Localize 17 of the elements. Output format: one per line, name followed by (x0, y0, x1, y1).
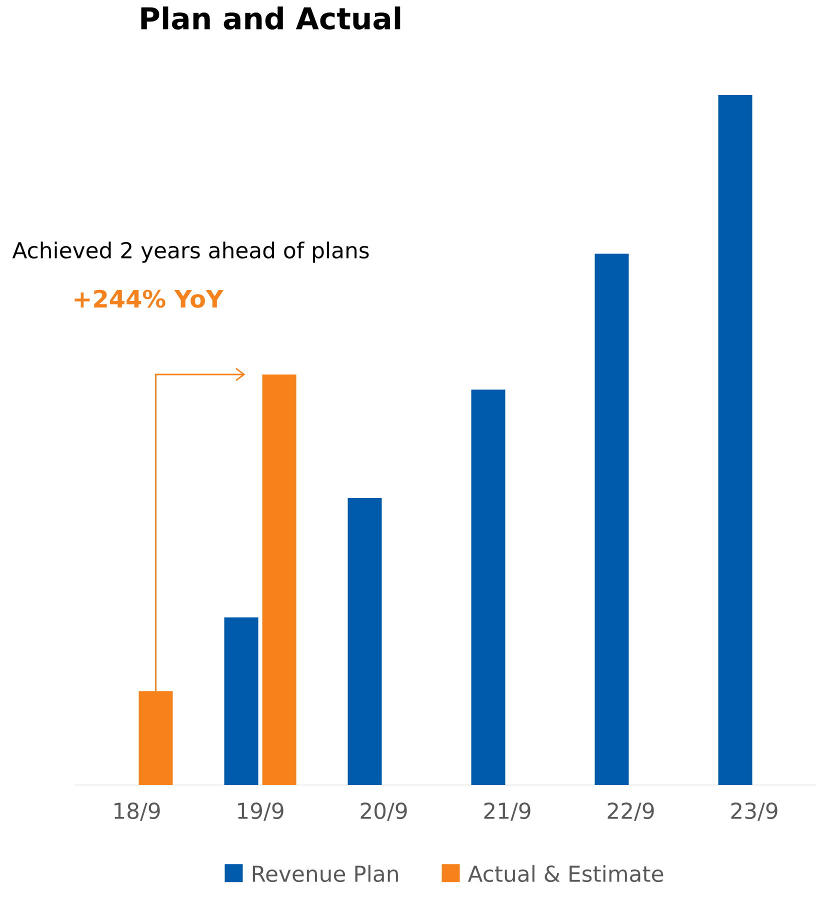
bar (262, 374, 296, 785)
legend-label: Actual & Estimate (468, 865, 664, 882)
x-tick-label: 19/9 (238, 802, 284, 821)
annotation: Achieved 2 years ahead of plans (12, 242, 369, 263)
x-tick-label: 23/9 (731, 802, 778, 821)
bar (224, 617, 258, 785)
x-tick-label: 22/9 (608, 802, 654, 821)
annotation: +244% YoY (74, 290, 224, 308)
x-tick-label: 18/9 (114, 802, 160, 821)
x-tick-label: 21/9 (484, 802, 530, 821)
bar (471, 390, 506, 785)
bar (718, 94, 752, 785)
legend-label: Revenue Plan (252, 865, 398, 882)
chart-title: Plan and Actual (141, 6, 400, 30)
bar (594, 254, 629, 785)
bar (348, 498, 382, 785)
x-tick-label: 20/9 (360, 802, 407, 821)
